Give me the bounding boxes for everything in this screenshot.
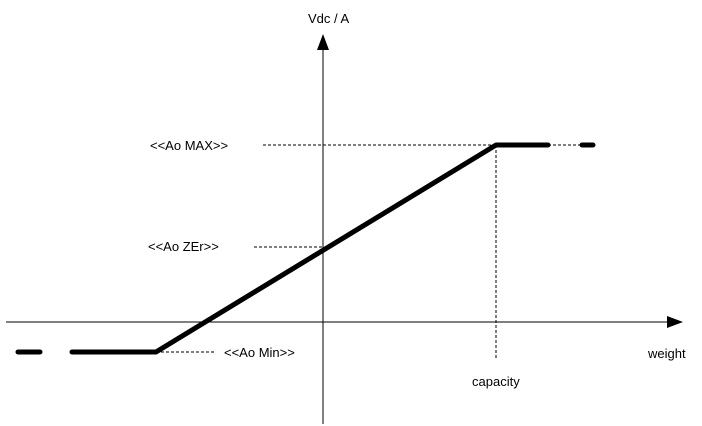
ao-min-label: <<Ao Min>> (224, 345, 295, 360)
ao-zero-label: <<Ao ZEr>> (148, 239, 219, 254)
capacity-label: capacity (472, 374, 520, 389)
ao-max-label: <<Ao MAX>> (150, 138, 228, 153)
y-axis-label: Vdc / A (308, 11, 350, 26)
output-characteristic-line (119, 142, 551, 355)
y-axis-arrowhead (317, 34, 329, 50)
x-axis-arrowhead (667, 316, 683, 328)
x-axis-label: weight (647, 346, 686, 361)
